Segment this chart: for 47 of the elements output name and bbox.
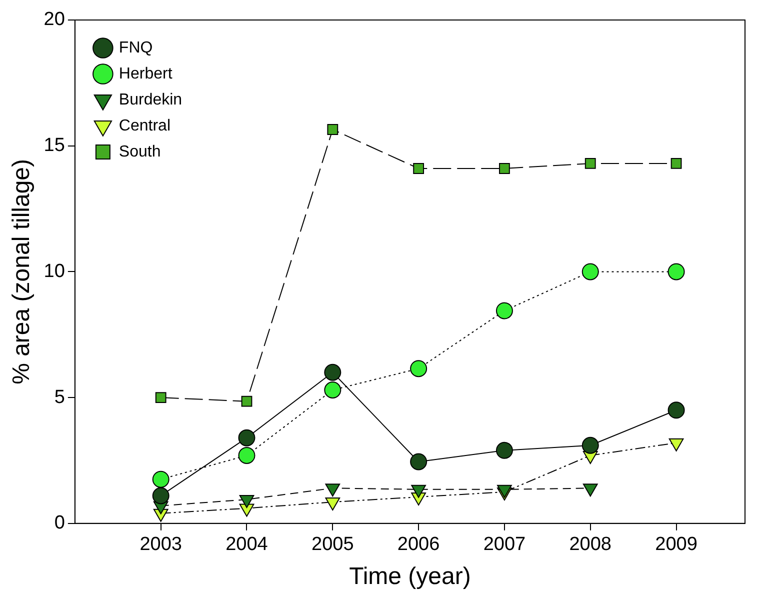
- point: [496, 302, 513, 320]
- point: [582, 484, 598, 497]
- y-tick-label: 10: [44, 260, 65, 282]
- point: [238, 446, 256, 464]
- x-axis-title: Time (year): [349, 563, 471, 590]
- x-tick-label: 2005: [312, 534, 354, 556]
- point: [155, 392, 166, 403]
- x-tick-label: 2008: [569, 534, 612, 556]
- point: [584, 158, 596, 169]
- x-tick-label: 2003: [140, 534, 182, 556]
- point: [152, 470, 170, 488]
- legend-label: Herbert: [118, 65, 173, 82]
- point: [582, 436, 599, 454]
- y-tick-label: 0: [54, 512, 65, 534]
- y-tick-label: 5: [54, 386, 65, 408]
- point: [239, 494, 254, 508]
- point: [670, 158, 682, 169]
- y-tick-label: 15: [44, 135, 65, 156]
- x-tick-label: 2004: [226, 534, 268, 556]
- point: [497, 484, 512, 498]
- point: [411, 484, 426, 498]
- y-tick-label: 20: [44, 9, 65, 30]
- point: [325, 498, 340, 511]
- point: [327, 124, 338, 135]
- legend-label: FNQ: [118, 39, 153, 56]
- y-axis-title: % area (zonal tillage): [8, 158, 36, 384]
- point: [241, 396, 252, 407]
- point: [496, 442, 513, 459]
- point: [499, 163, 510, 174]
- point: [668, 438, 684, 452]
- x-tick-label: 2007: [483, 534, 526, 556]
- legend-label: Burdekin: [118, 91, 182, 108]
- point: [582, 263, 599, 280]
- legend-label: Central: [118, 117, 171, 134]
- point: [324, 364, 342, 381]
- x-tick-label: 2009: [655, 534, 698, 556]
- point: [668, 402, 685, 419]
- point: [410, 360, 428, 378]
- point: [324, 382, 342, 398]
- legend-label: South: [118, 143, 161, 160]
- point: [152, 487, 170, 504]
- point: [325, 484, 340, 497]
- point: [413, 163, 424, 174]
- point: [668, 263, 685, 280]
- point: [238, 429, 256, 446]
- x-tick-label: 2006: [397, 534, 440, 556]
- point: [410, 453, 428, 470]
